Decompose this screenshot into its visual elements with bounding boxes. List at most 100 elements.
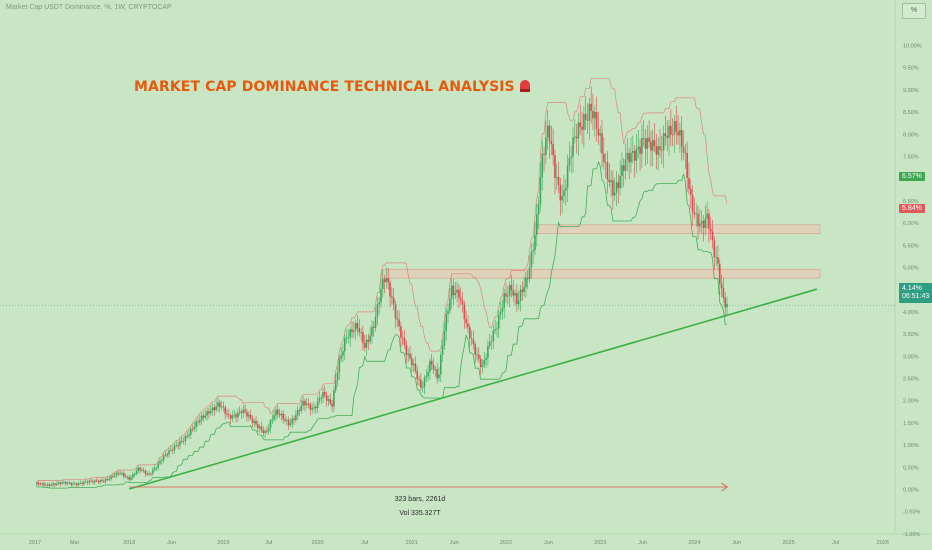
candle — [121, 471, 123, 477]
y-tick-label: 7.50% — [903, 155, 919, 161]
candle — [505, 283, 507, 303]
y-tick-label: 5.50% — [903, 243, 919, 249]
candle-body — [519, 289, 522, 301]
y-tick-label: -1.00% — [903, 532, 921, 538]
candle-body — [632, 150, 634, 153]
ticker-title[interactable]: Market Cap USDT Dominance, %, 1W, CRYPTO… — [6, 4, 172, 11]
candle-body — [193, 426, 196, 429]
candle-body — [427, 371, 429, 377]
candle — [48, 482, 51, 489]
candle-body — [173, 445, 176, 451]
candle — [439, 351, 442, 383]
candle-body — [349, 329, 352, 338]
candle — [635, 134, 638, 174]
candle — [586, 103, 589, 134]
candle-body — [697, 213, 699, 227]
candle-body — [503, 293, 505, 308]
candle-body — [86, 481, 89, 483]
candle — [358, 319, 361, 337]
candle — [231, 410, 234, 423]
candle — [633, 145, 636, 178]
candle — [483, 352, 486, 369]
candle — [369, 326, 371, 345]
candle — [356, 315, 359, 336]
candle — [510, 274, 513, 298]
candle-body — [363, 343, 366, 348]
candle — [77, 481, 80, 487]
candle-body — [302, 401, 304, 406]
candle — [523, 276, 525, 297]
candle — [583, 106, 585, 149]
candle-body — [244, 409, 246, 412]
trendline[interactable] — [128, 288, 818, 490]
candle — [83, 479, 85, 487]
x-tick-label: Jul — [265, 540, 272, 546]
candle — [309, 402, 312, 416]
percent-scale-button[interactable]: % — [902, 3, 926, 19]
candle-body — [343, 338, 346, 352]
candle — [150, 472, 152, 477]
measure-arrow-head — [721, 482, 729, 492]
candle — [289, 418, 292, 427]
candle — [37, 480, 40, 487]
candle-body — [724, 297, 726, 308]
candle — [66, 480, 69, 486]
candle-body — [610, 180, 612, 183]
candle-body — [282, 413, 284, 420]
candle — [276, 405, 279, 419]
candle-body — [706, 213, 708, 219]
candle — [343, 334, 346, 361]
candle-body — [298, 410, 301, 411]
candle-body — [151, 470, 154, 474]
candle-body — [199, 420, 201, 423]
candle — [432, 357, 435, 375]
candle — [675, 105, 678, 145]
candle-body — [133, 474, 136, 476]
candle-body — [166, 454, 169, 456]
candle-body — [150, 473, 152, 475]
candle-body — [650, 141, 652, 151]
candle-body — [568, 158, 571, 166]
candle — [92, 479, 94, 485]
candle — [534, 221, 536, 256]
candle-body — [385, 277, 388, 282]
candle — [103, 478, 105, 484]
candle-body — [57, 482, 60, 484]
candle — [702, 214, 705, 242]
candle — [177, 442, 179, 449]
candle-body — [329, 399, 332, 404]
candle-body — [490, 340, 493, 343]
candle-body — [233, 414, 236, 416]
candle — [622, 158, 625, 187]
candle-body — [713, 240, 716, 258]
candle — [314, 404, 317, 415]
candle-body — [81, 482, 83, 484]
candle-body — [202, 415, 205, 418]
candle-body — [110, 476, 112, 479]
candle-body — [320, 397, 323, 399]
candle — [517, 290, 520, 310]
candle-body — [644, 138, 647, 149]
candle-body — [74, 483, 76, 485]
candle-body — [367, 339, 370, 342]
candle-body — [411, 358, 413, 366]
candle — [338, 354, 341, 380]
candle — [575, 123, 578, 154]
candle — [347, 329, 350, 344]
candle-body — [539, 177, 542, 205]
candle-body — [722, 288, 725, 298]
price-axis-panel[interactable] — [895, 0, 932, 550]
candle — [425, 369, 428, 382]
candle-body — [675, 121, 678, 132]
candle — [382, 270, 384, 298]
candle-body — [583, 114, 585, 130]
candle-body — [639, 146, 641, 154]
candle — [262, 426, 265, 437]
candle-body — [412, 363, 415, 366]
candle — [222, 401, 225, 412]
candle-body — [450, 285, 453, 299]
candle — [182, 437, 185, 445]
candle-body — [641, 137, 643, 154]
candle — [200, 412, 203, 426]
